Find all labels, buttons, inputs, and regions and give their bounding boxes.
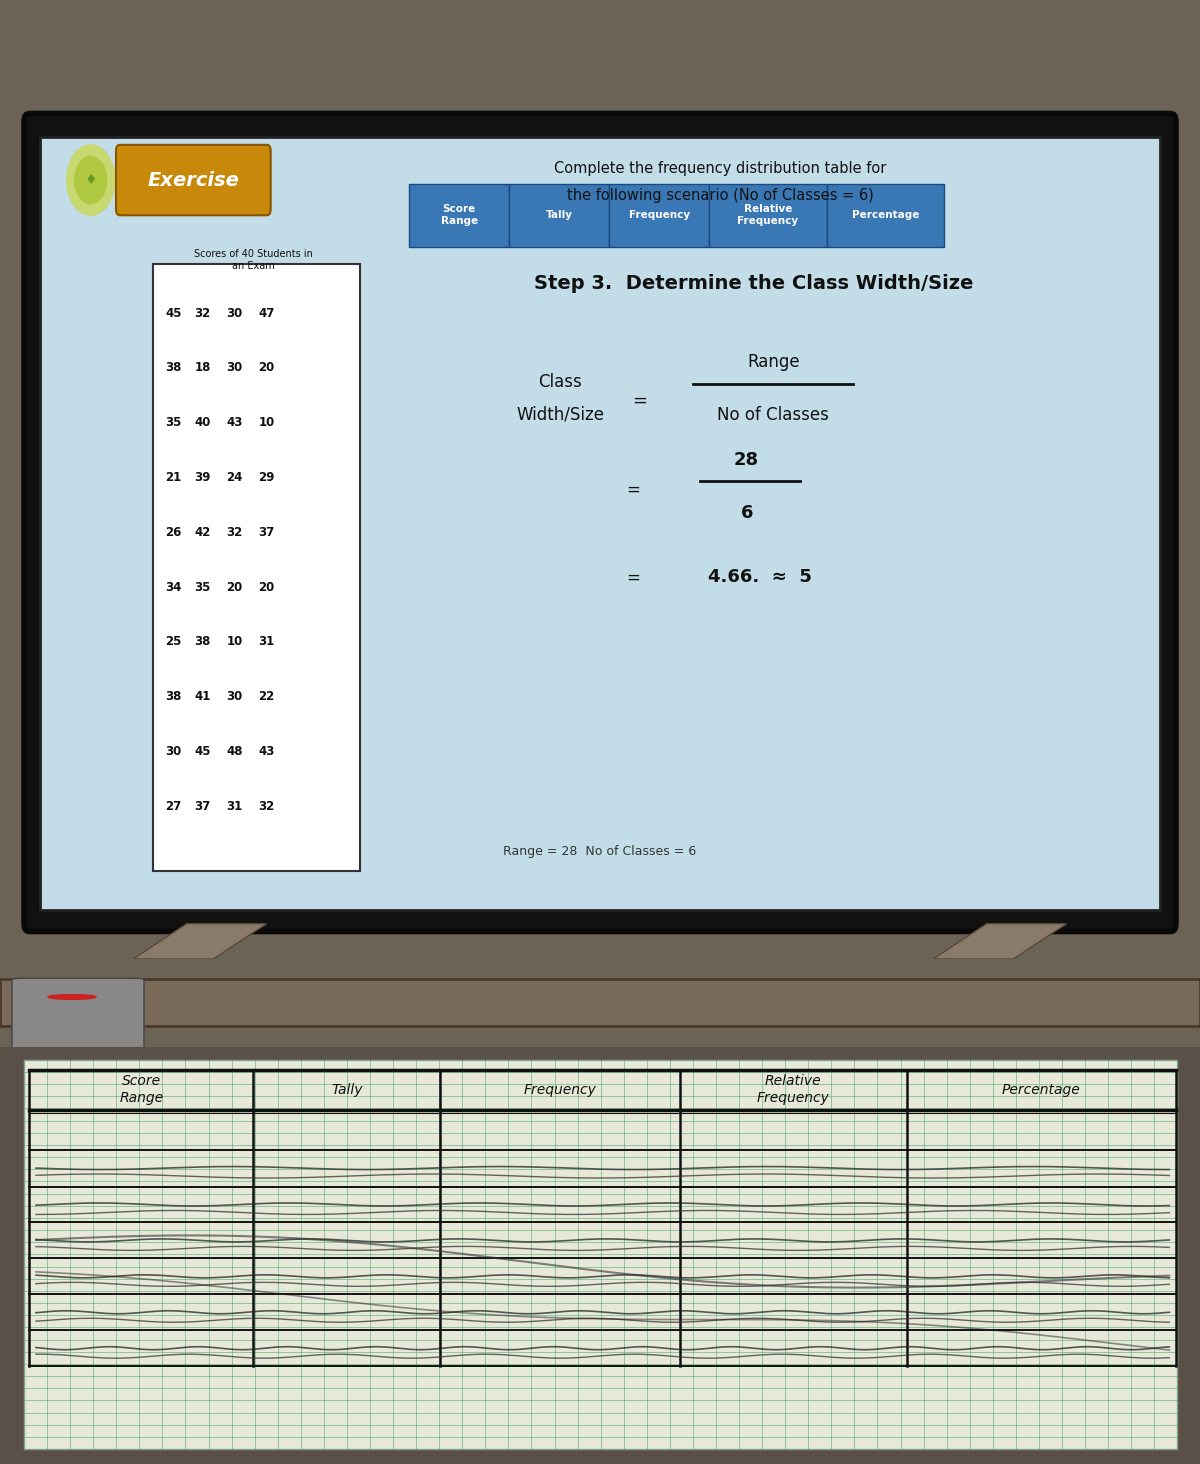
Text: Scores of 40 Students in
an Exam: Scores of 40 Students in an Exam xyxy=(194,249,313,271)
Text: =: = xyxy=(626,568,641,586)
FancyBboxPatch shape xyxy=(610,184,709,246)
Text: Exercise: Exercise xyxy=(148,170,239,189)
Text: Score
Range: Score Range xyxy=(440,205,478,225)
Text: 20: 20 xyxy=(258,362,275,375)
Text: 38: 38 xyxy=(194,635,211,649)
Polygon shape xyxy=(133,924,266,959)
Text: 37: 37 xyxy=(258,526,275,539)
Text: 6: 6 xyxy=(740,504,752,521)
Text: No of Classes: No of Classes xyxy=(718,406,829,425)
Text: 20: 20 xyxy=(258,581,275,593)
Circle shape xyxy=(48,994,96,1000)
Text: 32: 32 xyxy=(194,306,211,319)
Text: 28: 28 xyxy=(734,451,760,468)
Text: Tally: Tally xyxy=(331,1083,362,1097)
Text: =: = xyxy=(632,392,648,410)
Text: Tally: Tally xyxy=(546,211,572,220)
Text: Step 3.  Determine the Class Width/Size: Step 3. Determine the Class Width/Size xyxy=(534,274,973,293)
Circle shape xyxy=(74,157,107,203)
Text: Frequency: Frequency xyxy=(629,211,690,220)
Text: 18: 18 xyxy=(194,362,211,375)
Text: Percentage: Percentage xyxy=(852,211,919,220)
Text: 27: 27 xyxy=(166,799,181,813)
Text: 30: 30 xyxy=(227,362,242,375)
Text: Range = 28  No of Classes = 6: Range = 28 No of Classes = 6 xyxy=(503,845,697,858)
FancyBboxPatch shape xyxy=(709,184,827,246)
Text: 31: 31 xyxy=(227,799,242,813)
Text: 38: 38 xyxy=(166,362,181,375)
FancyBboxPatch shape xyxy=(12,978,144,1051)
Text: 47: 47 xyxy=(258,306,275,319)
Text: 38: 38 xyxy=(166,690,181,703)
Text: 42: 42 xyxy=(194,526,211,539)
Text: 26: 26 xyxy=(166,526,181,539)
Text: 24: 24 xyxy=(227,471,242,485)
FancyBboxPatch shape xyxy=(0,979,1200,1026)
Text: Percentage: Percentage xyxy=(1002,1083,1081,1097)
Text: 32: 32 xyxy=(258,799,275,813)
Circle shape xyxy=(67,145,115,215)
Text: 39: 39 xyxy=(194,471,211,485)
Text: 41: 41 xyxy=(194,690,211,703)
Text: 40: 40 xyxy=(194,416,211,429)
Text: 35: 35 xyxy=(194,581,211,593)
Text: Complete the frequency distribution table for: Complete the frequency distribution tabl… xyxy=(554,161,886,176)
Text: 45: 45 xyxy=(194,745,211,758)
Polygon shape xyxy=(934,924,1067,959)
FancyBboxPatch shape xyxy=(409,184,509,246)
Text: 29: 29 xyxy=(258,471,275,485)
Text: 31: 31 xyxy=(258,635,275,649)
FancyBboxPatch shape xyxy=(154,264,360,871)
Text: 35: 35 xyxy=(166,416,181,429)
Text: 37: 37 xyxy=(194,799,211,813)
Text: Width/Size: Width/Size xyxy=(516,406,604,425)
Text: Relative
Frequency: Relative Frequency xyxy=(757,1075,829,1105)
Text: 43: 43 xyxy=(258,745,275,758)
Text: 20: 20 xyxy=(227,581,242,593)
Text: ♦: ♦ xyxy=(84,173,97,187)
Text: 45: 45 xyxy=(166,306,181,319)
Text: 30: 30 xyxy=(227,690,242,703)
Text: Score
Range: Score Range xyxy=(119,1075,163,1105)
Text: Range: Range xyxy=(748,353,799,370)
FancyBboxPatch shape xyxy=(0,0,1200,959)
Text: =: = xyxy=(626,480,641,498)
FancyBboxPatch shape xyxy=(40,138,1160,911)
FancyBboxPatch shape xyxy=(24,1060,1177,1449)
FancyBboxPatch shape xyxy=(116,145,271,215)
Text: Class: Class xyxy=(538,373,582,391)
FancyBboxPatch shape xyxy=(0,1047,1200,1464)
Text: 10: 10 xyxy=(258,416,275,429)
Text: Relative
Frequency: Relative Frequency xyxy=(738,205,798,225)
Text: 43: 43 xyxy=(227,416,242,429)
Text: 22: 22 xyxy=(258,690,275,703)
Text: 34: 34 xyxy=(166,581,181,593)
Text: 30: 30 xyxy=(227,306,242,319)
FancyBboxPatch shape xyxy=(509,184,610,246)
Text: 32: 32 xyxy=(227,526,242,539)
Text: 25: 25 xyxy=(166,635,181,649)
Text: 30: 30 xyxy=(166,745,181,758)
Text: Frequency: Frequency xyxy=(523,1083,596,1097)
Text: the following scenario (No of Classes = 6): the following scenario (No of Classes = … xyxy=(566,189,874,203)
Text: 10: 10 xyxy=(227,635,242,649)
Text: 48: 48 xyxy=(227,745,242,758)
FancyBboxPatch shape xyxy=(24,114,1176,931)
FancyBboxPatch shape xyxy=(827,184,944,246)
Text: 21: 21 xyxy=(166,471,181,485)
Text: 4.66.  ≈  5: 4.66. ≈ 5 xyxy=(708,568,812,586)
